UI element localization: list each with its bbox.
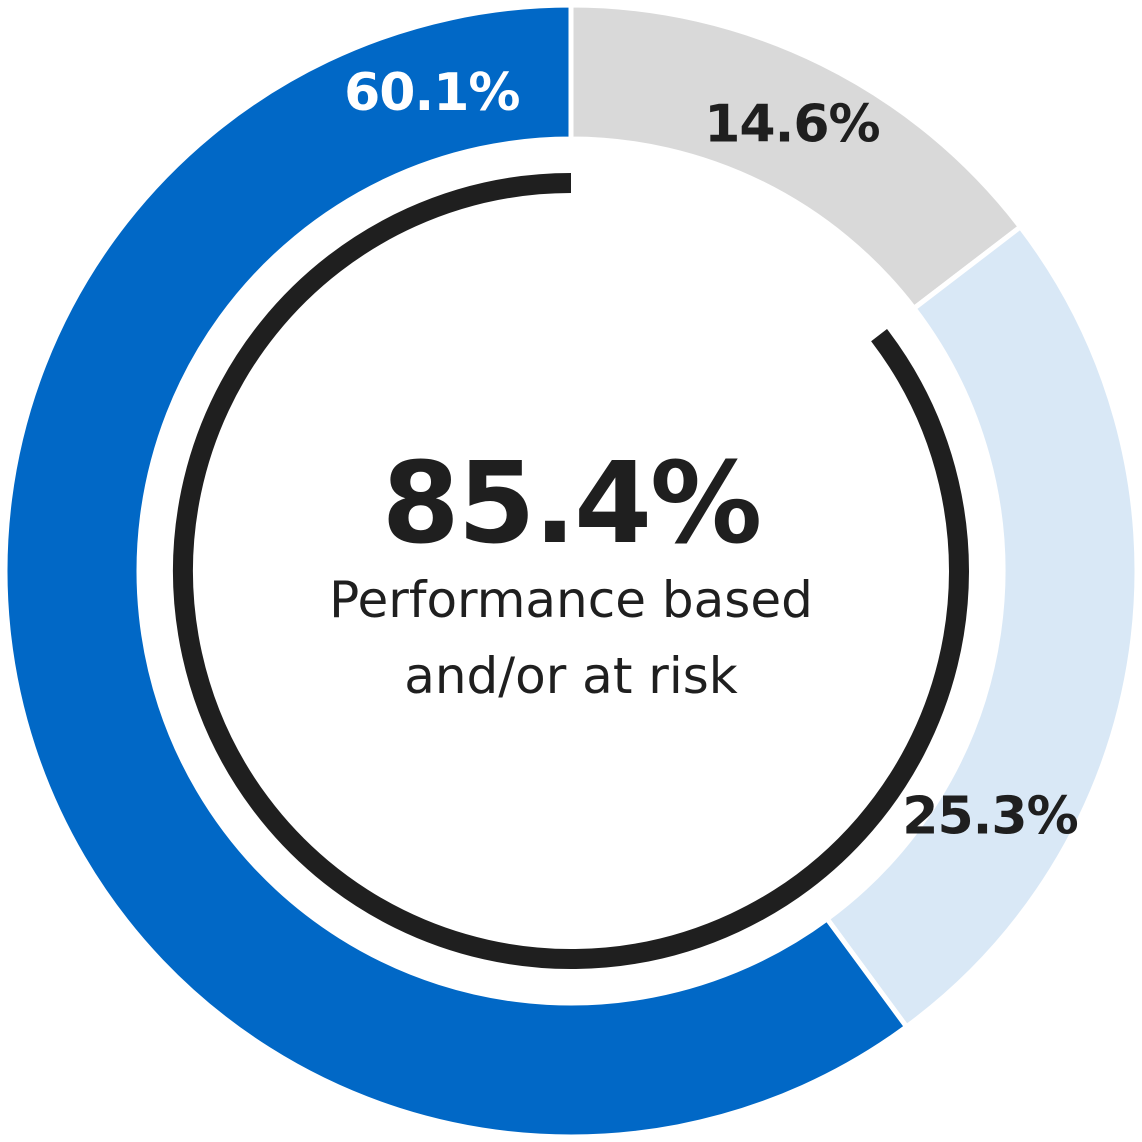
donut-slice-2 bbox=[823, 223, 1140, 1031]
slice-label-3: 60.1% bbox=[344, 63, 519, 123]
donut-slice-1 bbox=[568, 2, 1024, 312]
center-caption-line-2: and/or at risk bbox=[404, 647, 738, 705]
slice-labels: 14.6% 25.3% 60.1% bbox=[344, 63, 1079, 846]
center-caption-line-1: Performance based bbox=[329, 571, 813, 629]
slice-label-1: 14.6% bbox=[704, 95, 879, 155]
donut-slice-3 bbox=[2, 2, 911, 1140]
center-value: 85.4% bbox=[382, 439, 761, 569]
slice-label-2: 25.3% bbox=[902, 786, 1077, 846]
performance-based-arc bbox=[173, 173, 969, 969]
